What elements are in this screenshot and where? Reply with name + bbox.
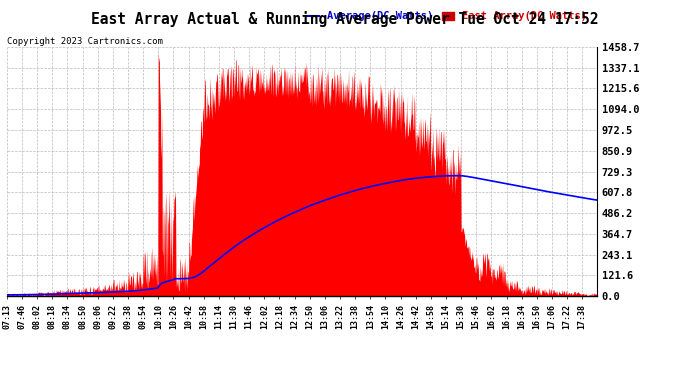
Legend: Average(DC Watts), East Array(DC Watts): Average(DC Watts), East Array(DC Watts) [302,7,591,26]
Text: East Array Actual & Running Average Power Tue Oct 24 17:52: East Array Actual & Running Average Powe… [91,11,599,27]
Text: Copyright 2023 Cartronics.com: Copyright 2023 Cartronics.com [7,38,163,46]
